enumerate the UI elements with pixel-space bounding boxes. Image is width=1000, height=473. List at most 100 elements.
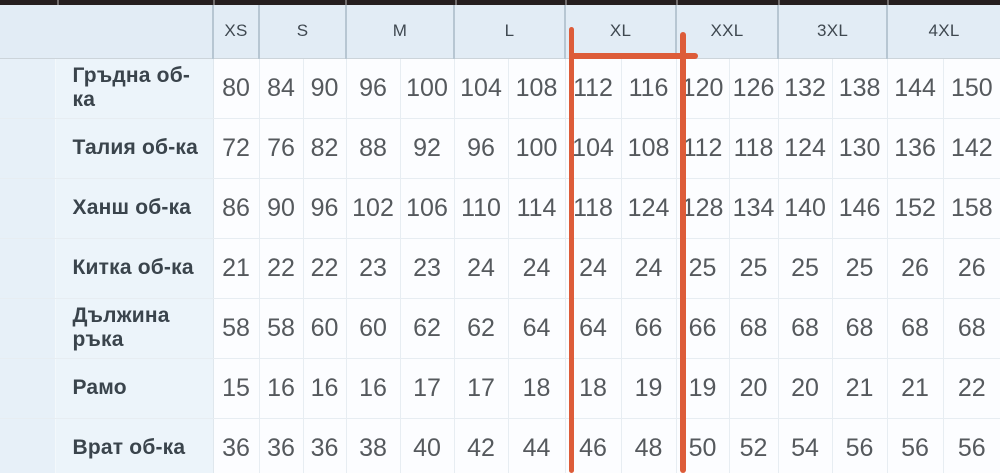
size-value-cell: 58 bbox=[212, 297, 260, 359]
row-spacer-cell bbox=[0, 237, 56, 299]
size-header-xl: XL bbox=[564, 5, 677, 59]
size-chart-table: XS S M L XL XXL 3XL 4XL Гръдна об-ка 80 84… bbox=[0, 5, 1000, 473]
row-label: Рамо bbox=[54, 357, 214, 419]
size-value-cell: 36 bbox=[302, 417, 347, 473]
size-value-cell: 60 bbox=[345, 297, 401, 359]
size-value-cell: 24 bbox=[564, 237, 622, 299]
size-value-cell: 132 bbox=[777, 57, 833, 119]
size-value-cell: 90 bbox=[302, 57, 347, 119]
size-value-cell: 90 bbox=[258, 177, 304, 239]
annotation-vertical-line-left bbox=[569, 27, 574, 473]
size-value-cell: 42 bbox=[453, 417, 509, 473]
size-value-cell: 56 bbox=[942, 417, 1000, 473]
size-header-4xl: 4XL bbox=[886, 5, 1000, 59]
row-spacer-cell bbox=[0, 417, 56, 473]
size-value-cell: 76 bbox=[258, 117, 304, 179]
size-value-cell: 68 bbox=[886, 297, 944, 359]
size-value-cell: 38 bbox=[345, 417, 401, 473]
size-header-row: XS S M L XL XXL 3XL 4XL bbox=[0, 5, 1000, 59]
table-row: Рамо 15 16 16 16 17 17 18 18 19 19 20 20 21 21 22 bbox=[0, 357, 1000, 419]
size-value-cell: 68 bbox=[942, 297, 1000, 359]
size-value-cell: 146 bbox=[831, 177, 888, 239]
size-value-cell: 18 bbox=[564, 357, 622, 419]
size-value-cell: 130 bbox=[831, 117, 888, 179]
size-value-cell: 92 bbox=[399, 117, 455, 179]
size-value-cell: 72 bbox=[212, 117, 260, 179]
size-value-cell: 36 bbox=[212, 417, 260, 473]
size-value-cell: 108 bbox=[620, 117, 677, 179]
row-spacer-cell bbox=[0, 117, 56, 179]
size-value-cell: 62 bbox=[453, 297, 509, 359]
size-value-cell: 16 bbox=[345, 357, 401, 419]
corner-cell bbox=[0, 5, 213, 59]
annotation-horizontal-line-top bbox=[569, 53, 698, 59]
size-value-cell: 56 bbox=[831, 417, 888, 473]
row-label: Гръдна об-ка bbox=[54, 57, 214, 119]
size-value-cell: 68 bbox=[777, 297, 833, 359]
size-value-cell: 17 bbox=[399, 357, 455, 419]
size-value-cell: 104 bbox=[453, 57, 509, 119]
size-header-l: L bbox=[453, 5, 566, 59]
size-value-cell: 152 bbox=[886, 177, 944, 239]
size-value-cell: 21 bbox=[886, 357, 944, 419]
size-value-cell: 22 bbox=[258, 237, 304, 299]
size-value-cell: 100 bbox=[507, 117, 566, 179]
row-spacer-cell bbox=[0, 297, 56, 359]
size-value-cell: 36 bbox=[258, 417, 304, 473]
size-value-cell: 16 bbox=[258, 357, 304, 419]
size-value-cell: 23 bbox=[345, 237, 401, 299]
table-row: Ханш об-ка 86 90 96 102 106 110 114 118 124 128 134… bbox=[0, 177, 1000, 239]
size-value-cell: 26 bbox=[886, 237, 944, 299]
size-value-cell: 112 bbox=[564, 57, 622, 119]
size-value-cell: 24 bbox=[620, 237, 677, 299]
size-header-xxl: XXL bbox=[675, 5, 779, 59]
table-row: Дължина ръка 58 58 60 60 62 62 64 64 66 66 68 68 68 68… bbox=[0, 297, 1000, 359]
row-label: Дължина ръка bbox=[54, 297, 214, 359]
size-value-cell: 15 bbox=[212, 357, 260, 419]
size-value-cell: 52 bbox=[728, 417, 779, 473]
size-value-cell: 96 bbox=[345, 57, 401, 119]
size-value-cell: 64 bbox=[507, 297, 566, 359]
size-value-cell: 106 bbox=[399, 177, 455, 239]
size-value-cell: 16 bbox=[302, 357, 347, 419]
size-value-cell: 110 bbox=[453, 177, 509, 239]
size-value-cell: 56 bbox=[886, 417, 944, 473]
size-value-cell: 80 bbox=[212, 57, 260, 119]
size-header-m: M bbox=[345, 5, 455, 59]
size-value-cell: 96 bbox=[302, 177, 347, 239]
size-value-cell: 58 bbox=[258, 297, 304, 359]
size-value-cell: 54 bbox=[777, 417, 833, 473]
table-row: Талия об-ка 72 76 82 88 92 96 100 104 108 112 118 12… bbox=[0, 117, 1000, 179]
size-value-cell: 22 bbox=[942, 357, 1000, 419]
size-value-cell: 96 bbox=[453, 117, 509, 179]
size-value-cell: 158 bbox=[942, 177, 1000, 239]
size-value-cell: 21 bbox=[831, 357, 888, 419]
row-label: Талия об-ка bbox=[54, 117, 214, 179]
size-value-cell: 102 bbox=[345, 177, 401, 239]
row-label: Китка об-ка bbox=[54, 237, 214, 299]
size-value-cell: 144 bbox=[886, 57, 944, 119]
table-row: Гръдна об-ка 80 84 90 96 100 104 108 112 116 120 12… bbox=[0, 57, 1000, 119]
size-table-body: Гръдна об-ка 80 84 90 96 100 104 108 112 116 120 12… bbox=[0, 57, 1000, 473]
size-value-cell: 44 bbox=[507, 417, 566, 473]
row-spacer-cell bbox=[0, 177, 56, 239]
size-value-cell: 19 bbox=[620, 357, 677, 419]
top-edge-strip bbox=[0, 0, 1000, 5]
size-value-cell: 66 bbox=[620, 297, 677, 359]
row-spacer-cell bbox=[0, 57, 56, 119]
size-value-cell: 114 bbox=[507, 177, 566, 239]
row-spacer-cell bbox=[0, 357, 56, 419]
size-value-cell: 18 bbox=[507, 357, 566, 419]
table-row: Китка об-ка 21 22 22 23 23 24 24 24 24 25 25 25 25 26 2… bbox=[0, 237, 1000, 299]
size-value-cell: 150 bbox=[942, 57, 1000, 119]
size-value-cell: 140 bbox=[777, 177, 833, 239]
size-value-cell: 23 bbox=[399, 237, 455, 299]
size-value-cell: 48 bbox=[620, 417, 677, 473]
size-value-cell: 124 bbox=[777, 117, 833, 179]
size-value-cell: 88 bbox=[345, 117, 401, 179]
size-value-cell: 62 bbox=[399, 297, 455, 359]
size-value-cell: 40 bbox=[399, 417, 455, 473]
size-value-cell: 24 bbox=[507, 237, 566, 299]
size-value-cell: 82 bbox=[302, 117, 347, 179]
